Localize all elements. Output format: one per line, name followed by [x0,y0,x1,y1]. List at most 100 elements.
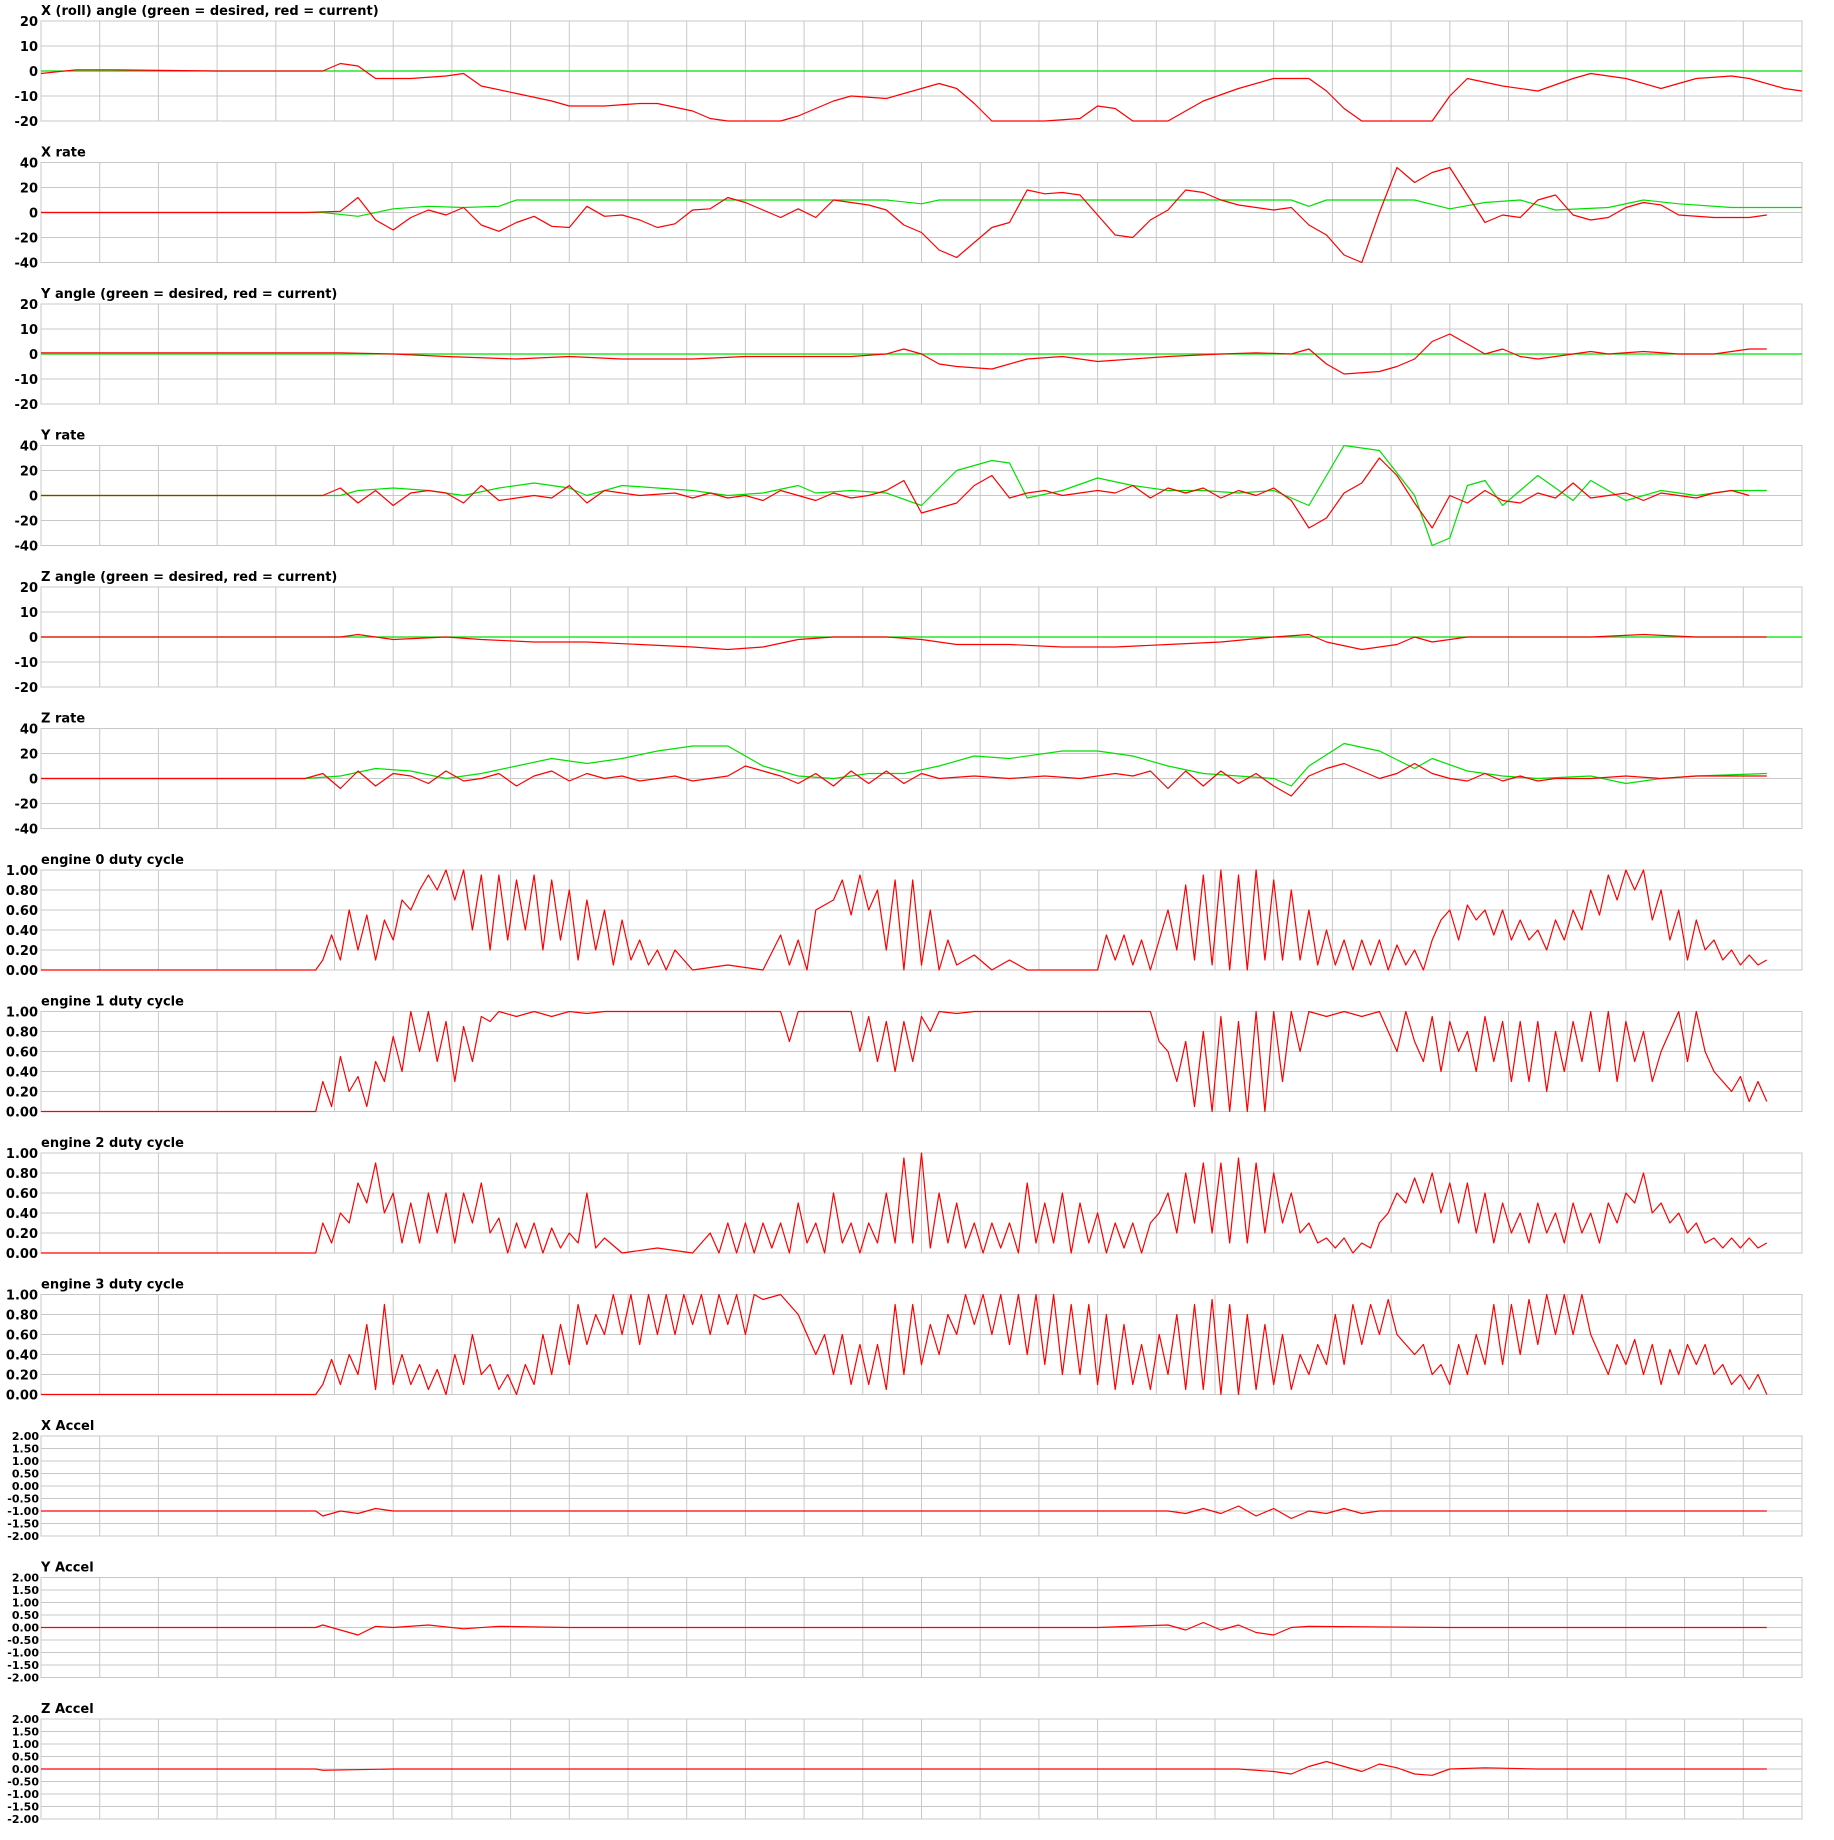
desired-series-line [41,444,1767,547]
y-tick-label: -1.00 [7,1505,39,1518]
chart-z_angle: Z angle (green = desired, red = current)… [15,570,1803,696]
y-tick-label: 0.60 [6,1329,38,1344]
y-tick-label: -20 [15,232,39,247]
y-tick-label: -10 [15,373,39,388]
y-tick-label: 0.80 [6,1309,38,1324]
y-tick-label: 1.50 [12,1584,39,1597]
y-tick-label: 0.20 [6,1086,38,1101]
chart-title: X rate [41,146,86,161]
y-tick-label: 1.00 [6,1289,38,1304]
chart-title: X (roll) angle (green = desired, red = c… [41,4,379,19]
current-series-line [41,166,1767,264]
y-tick-label: 0.60 [6,1187,38,1202]
y-tick-label: 10 [20,606,38,621]
current-series-line [41,1621,1767,1636]
y-tick-label: 1.00 [12,1455,39,1468]
y-tick-label: 1.00 [6,1006,38,1021]
y-tick-label: -1.50 [7,1801,39,1814]
y-tick-label: 1.50 [12,1443,39,1456]
y-tick-label: 20 [20,748,38,763]
chart-y_accel: Y Accel2.001.501.000.500.00-0.50-1.00-1.… [7,1561,1803,1685]
y-tick-label: -20 [15,798,39,813]
chart-title: Y Accel [40,1561,94,1576]
y-tick-label: 20 [20,182,38,197]
current-series-line [41,1152,1768,1254]
y-tick-label: 0.20 [6,1369,38,1384]
y-tick-label: -20 [15,515,39,530]
chart-title: engine 3 duty cycle [41,1278,184,1293]
chart-title: engine 2 duty cycle [41,1136,184,1151]
y-tick-label: -10 [15,656,39,671]
y-tick-label: 0 [29,207,38,222]
y-tick-label: 40 [20,440,38,455]
current-series-line [41,1505,1767,1520]
y-tick-label: 2.00 [12,1713,39,1726]
chart-title: Z Accel [41,1702,94,1717]
chart-title: Z rate [41,712,85,727]
chart-x_accel: X Accel2.001.501.000.500.00-0.50-1.00-1.… [7,1419,1803,1543]
chart-title: engine 1 duty cycle [41,995,184,1010]
y-tick-label: -2.00 [7,1672,39,1685]
y-tick-label: 0.00 [12,1622,39,1635]
y-tick-label: -20 [15,115,39,130]
chart-x_angle: X (roll) angle (green = desired, red = c… [15,4,1803,130]
y-tick-label: 0.80 [6,884,38,899]
current-series-line [41,869,1768,971]
y-tick-label: 0.50 [12,1468,39,1481]
current-series-line [41,633,1767,651]
y-tick-label: 0.80 [6,1026,38,1041]
y-tick-label: -40 [15,823,39,838]
y-tick-label: 2.00 [12,1430,39,1443]
y-tick-label: 40 [20,157,38,172]
y-tick-label: 40 [20,723,38,738]
y-tick-label: 0.00 [6,1106,38,1121]
y-tick-label: 2.00 [12,1572,39,1585]
y-tick-label: -1.00 [7,1647,39,1660]
current-series-line [41,333,1767,375]
desired-series-line [41,199,1802,217]
y-tick-label: -0.50 [7,1634,39,1647]
y-tick-label: -40 [15,540,39,555]
y-tick-label: -1.00 [7,1788,39,1801]
y-tick-label: -1.50 [7,1518,39,1531]
y-tick-label: -2.00 [7,1530,39,1543]
current-series-line [41,762,1767,797]
y-tick-label: 0 [29,348,38,363]
y-tick-label: 0.40 [6,924,38,939]
y-tick-label: 1.00 [12,1597,39,1610]
y-tick-label: 0.40 [6,1207,38,1222]
y-tick-label: 0.60 [6,1046,38,1061]
y-tick-label: 20 [20,581,38,596]
y-tick-label: 10 [20,40,38,55]
current-series-line [41,1010,1768,1113]
chart-z_accel: Z Accel2.001.501.000.500.00-0.50-1.00-1.… [7,1702,1803,1826]
y-tick-label: 0.80 [6,1167,38,1182]
y-tick-label: -0.50 [7,1493,39,1506]
current-series-line [41,1760,1767,1776]
y-tick-label: 0 [29,65,38,80]
current-series-line [41,457,1750,529]
y-tick-label: 0.50 [12,1609,39,1622]
y-tick-label: 0.00 [6,964,38,979]
y-tick-label: 20 [20,15,38,30]
chart-title: Y rate [40,429,85,444]
y-tick-label: 20 [20,298,38,313]
y-tick-label: -20 [15,681,39,696]
y-tick-label: 0.60 [6,904,38,919]
current-series-line [41,1293,1768,1396]
y-tick-label: 0 [29,490,38,505]
y-tick-label: 1.00 [6,864,38,879]
y-tick-label: 1.00 [12,1738,39,1751]
y-tick-label: 10 [20,323,38,338]
current-series-line [40,62,1803,122]
y-tick-label: 0.00 [12,1480,39,1493]
y-tick-label: 20 [20,465,38,480]
y-tick-label: 1.50 [12,1726,39,1739]
